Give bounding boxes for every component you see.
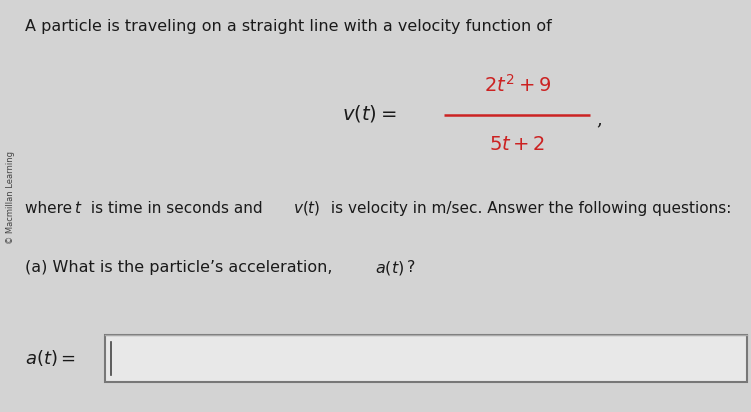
Text: is velocity in m/sec. Answer the following questions:: is velocity in m/sec. Answer the followi… — [326, 201, 731, 215]
Text: $a(t) =$: $a(t) =$ — [25, 349, 75, 368]
Text: $5t + 2$: $5t + 2$ — [489, 136, 545, 154]
Text: ,: , — [596, 110, 602, 129]
Text: $t$: $t$ — [74, 200, 82, 216]
FancyBboxPatch shape — [105, 335, 747, 382]
Text: $a(t)$: $a(t)$ — [375, 259, 404, 277]
Text: $v(t) =$: $v(t) =$ — [342, 103, 397, 124]
Text: where: where — [25, 201, 77, 215]
Text: $2t^2 + 9$: $2t^2 + 9$ — [484, 73, 551, 96]
Text: (a) What is the particle’s acceleration,: (a) What is the particle’s acceleration, — [25, 260, 337, 275]
Text: is time in seconds and: is time in seconds and — [86, 201, 267, 215]
Text: ?: ? — [406, 260, 415, 275]
Text: A particle is traveling on a straight line with a velocity function of: A particle is traveling on a straight li… — [25, 19, 551, 33]
Text: © Macmillan Learning: © Macmillan Learning — [6, 151, 15, 244]
Text: $v(t)$: $v(t)$ — [293, 199, 320, 217]
